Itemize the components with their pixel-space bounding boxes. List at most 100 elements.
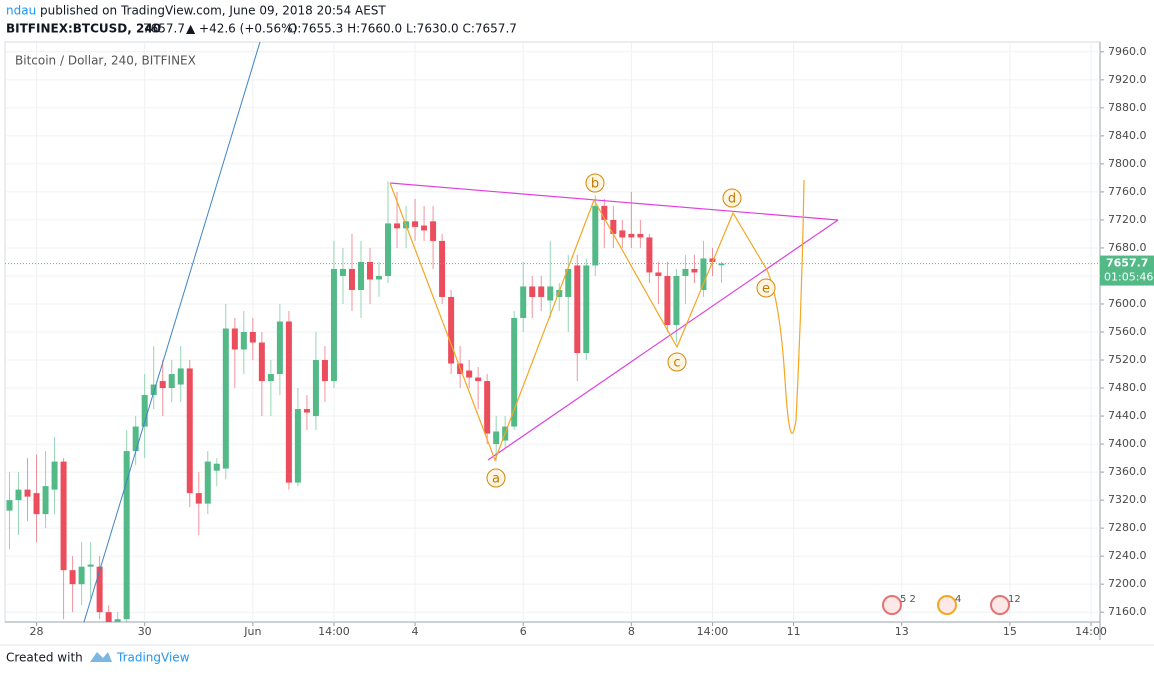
legend: Bitcoin / Dollar, 240, BITFINEX — [15, 54, 196, 68]
candle-body — [439, 240, 446, 297]
candle-body — [691, 268, 698, 273]
candle-body — [150, 384, 157, 396]
y-tick-label: 7400.0 — [1108, 437, 1147, 450]
candle-body — [718, 263, 725, 266]
candle-body — [249, 332, 256, 343]
candle-body — [466, 370, 473, 378]
candle-body — [484, 381, 491, 434]
candle-body — [367, 261, 373, 280]
x-tick-label: 14:00 — [318, 625, 350, 638]
candle-body — [376, 275, 383, 280]
x-tick-label: 15 — [1003, 625, 1017, 638]
y-tick-label: 7160.0 — [1108, 605, 1147, 618]
price-tag — [1100, 255, 1154, 286]
footer-created: Created with — [6, 651, 83, 665]
y-tick-label: 7320.0 — [1108, 493, 1147, 506]
candle-body — [213, 463, 220, 471]
candle-body — [412, 221, 419, 227]
tv-logo — [90, 652, 112, 662]
wave-label: e — [762, 282, 770, 297]
y-tick-label: 7200.0 — [1108, 577, 1147, 590]
wave-label: d — [728, 192, 736, 207]
published: published on TradingView.com, June 09, 2… — [40, 4, 386, 18]
x-tick-label: 30 — [138, 625, 152, 638]
candle-body — [159, 381, 166, 389]
y-tick-label: 7720.0 — [1108, 213, 1147, 226]
candle-body — [394, 223, 401, 229]
candle-body — [385, 223, 392, 276]
wave-marker — [486, 468, 506, 488]
candle-body — [42, 486, 49, 515]
x-tick-label: 14:00 — [1075, 625, 1107, 638]
y-tick-label: 7760.0 — [1108, 185, 1147, 198]
candle-body — [222, 328, 229, 469]
y-tick-label: 7840.0 — [1108, 129, 1147, 142]
drawings — [83, 42, 839, 622]
y-tick-label: 7800.0 — [1108, 157, 1147, 170]
symbol: BITFINEX:BTCUSD, 240 — [6, 22, 161, 36]
candle-body — [303, 409, 310, 413]
wave-marker — [756, 278, 776, 298]
x-tick-label: 28 — [30, 625, 44, 638]
candle-body — [664, 275, 671, 325]
candle-body — [294, 409, 301, 483]
candle-body — [610, 219, 617, 234]
footer-brand[interactable]: TradingView — [116, 651, 190, 665]
price-tag-label: 7657.7 — [1106, 257, 1148, 270]
candle-body — [628, 233, 635, 238]
candle-body — [330, 268, 337, 382]
candle-body — [339, 268, 346, 276]
candle-body — [231, 328, 238, 350]
event-icon — [937, 595, 957, 615]
candle-body — [556, 289, 563, 297]
triangle-lower — [487, 219, 839, 461]
candle-body — [240, 332, 247, 350]
x-tick-label: 8 — [628, 625, 635, 638]
candle-body — [592, 205, 599, 266]
x-tick-label: 11 — [787, 625, 801, 638]
candle-body — [33, 493, 40, 515]
candle-body — [430, 221, 437, 241]
candle-body — [583, 265, 590, 354]
candle-body — [637, 233, 644, 238]
candle-body — [547, 286, 554, 301]
trend-line — [83, 42, 261, 622]
candle-body — [448, 296, 455, 364]
candle-body — [258, 342, 265, 382]
y-tick-label: 7920.0 — [1108, 73, 1147, 86]
candle-body — [51, 461, 58, 490]
countdown: 01:05:46 — [1104, 271, 1153, 284]
wave-marker — [722, 188, 742, 208]
wave-label: b — [591, 177, 599, 192]
candle-body — [69, 570, 76, 585]
candle-body — [141, 395, 148, 427]
candle-body — [357, 261, 364, 290]
candle-body — [78, 566, 85, 585]
wave-label: c — [673, 356, 680, 371]
candle-body — [475, 377, 482, 382]
candle-body — [105, 612, 112, 622]
candle-body — [700, 258, 707, 290]
candle-body — [601, 205, 608, 220]
candle-body — [321, 360, 328, 382]
event-count: 4 — [955, 594, 961, 605]
candle-body — [565, 268, 572, 297]
author[interactable]: ndau — [6, 4, 36, 18]
candle-body — [186, 368, 193, 494]
candle-body — [655, 272, 662, 276]
candle-body — [177, 368, 184, 385]
candle-body — [529, 286, 536, 297]
event-count: 12 — [1008, 594, 1021, 605]
y-tick-label: 7600.0 — [1108, 297, 1147, 310]
y-tick-label: 7360.0 — [1108, 465, 1147, 478]
candle-body — [682, 268, 689, 276]
candle-body — [511, 317, 518, 427]
event-icon — [882, 595, 902, 615]
x-tick-label: 13 — [895, 625, 909, 638]
candle-body — [132, 426, 139, 452]
candle-body — [24, 489, 31, 497]
candle-body — [673, 275, 680, 325]
candle-body — [312, 360, 319, 417]
x-tick-label: 4 — [412, 625, 419, 638]
